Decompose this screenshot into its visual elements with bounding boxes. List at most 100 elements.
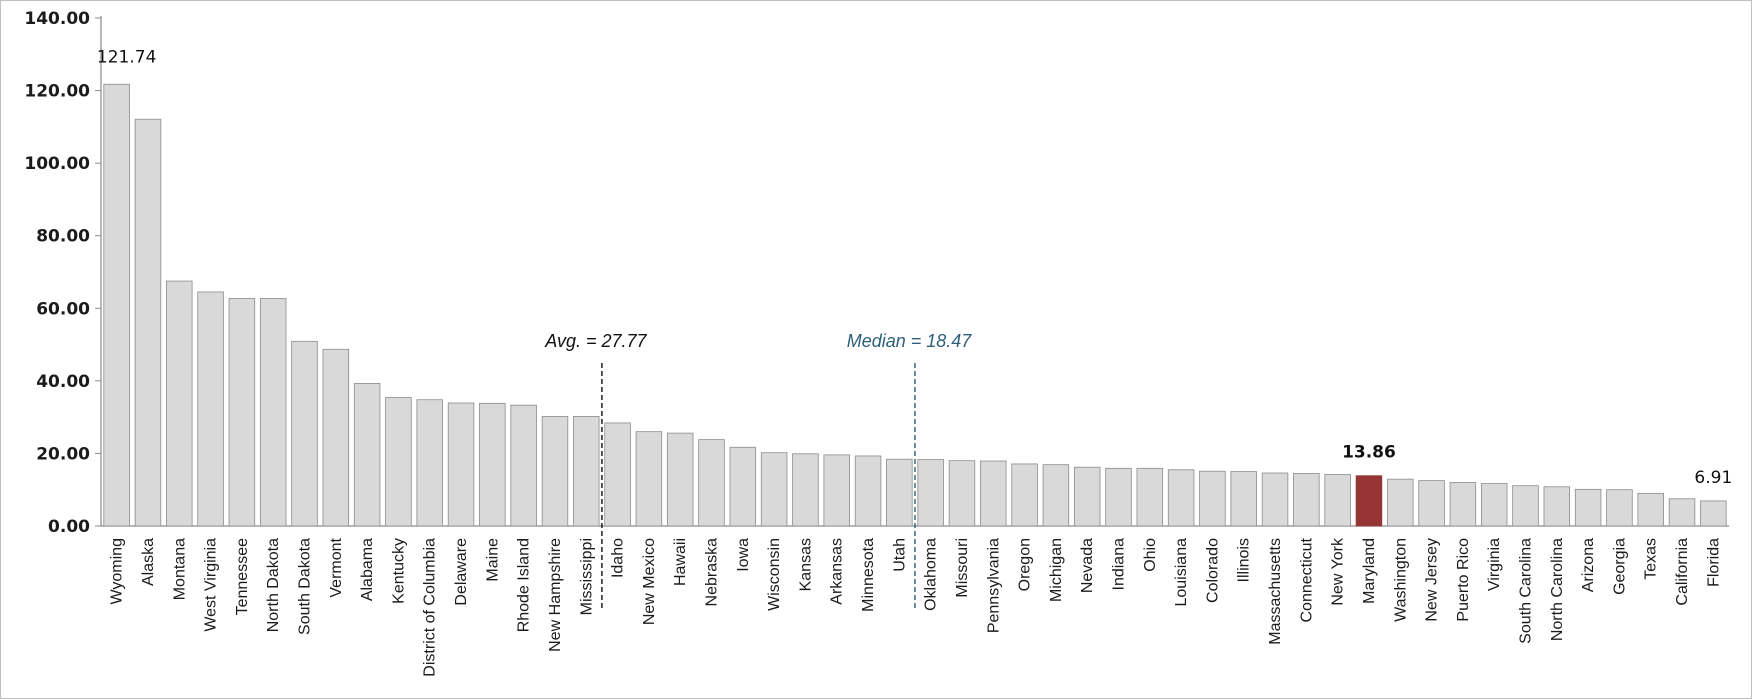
x-tick-label: South Dakota — [297, 538, 314, 635]
x-tick-label: Puerto Rico — [1455, 538, 1472, 622]
bar — [1481, 484, 1507, 526]
x-tick-label: New Jersey — [1424, 538, 1441, 622]
bar — [448, 403, 474, 526]
median-label: Median = 18.47 — [847, 331, 973, 351]
x-tick-label: New Hampshire — [547, 538, 564, 652]
bar — [1450, 482, 1476, 526]
bar — [260, 298, 286, 526]
x-tick-label: Illinois — [1236, 538, 1253, 582]
y-tick-label: 140.00 — [24, 9, 90, 29]
x-tick-label: Pennsylvania — [985, 538, 1002, 633]
bar — [1231, 472, 1257, 526]
bar — [1701, 501, 1727, 526]
x-tick-label: Mississippi — [578, 538, 595, 615]
x-tick-label: Idaho — [610, 538, 627, 578]
bar — [1669, 499, 1695, 526]
x-tick-label: North Dakota — [265, 538, 282, 632]
bar — [636, 432, 662, 526]
x-tick-label: South Carolina — [1518, 538, 1535, 644]
x-tick-label: Maine — [484, 538, 501, 582]
x-tick-label: Wyoming — [109, 538, 126, 605]
x-tick-label: Delaware — [453, 538, 470, 606]
bar — [1387, 479, 1413, 526]
bar — [511, 405, 537, 526]
bar-highlight — [1356, 476, 1382, 526]
x-tick-label: Kentucky — [390, 538, 407, 604]
bar — [1544, 487, 1570, 526]
bar — [699, 440, 725, 526]
bar — [605, 423, 631, 526]
bar — [1106, 468, 1132, 526]
data-label: 121.74 — [97, 47, 156, 67]
bar — [1074, 467, 1100, 526]
x-tick-label: Utah — [891, 538, 908, 572]
x-tick-label: Tennessee — [234, 538, 251, 615]
bar — [135, 119, 161, 526]
bar — [1419, 481, 1445, 526]
x-tick-label: Iowa — [735, 538, 752, 572]
x-tick-label: Montana — [171, 538, 188, 600]
y-tick-label: 40.00 — [36, 372, 90, 392]
x-tick-label: Washington — [1392, 538, 1409, 622]
x-tick-label: North Carolina — [1549, 538, 1566, 641]
bar — [667, 433, 693, 526]
bar — [1325, 474, 1351, 526]
x-tick-label: Nebraska — [704, 538, 721, 607]
bar — [292, 341, 318, 526]
x-tick-label: New York — [1330, 537, 1347, 606]
bar — [1513, 486, 1539, 526]
bar — [824, 455, 850, 526]
x-tick-label: Wisconsin — [766, 538, 783, 611]
bar — [229, 298, 255, 526]
x-tick-label: Oklahoma — [923, 538, 940, 611]
y-tick-label: 20.00 — [36, 444, 90, 464]
x-tick-label: Florida — [1705, 538, 1722, 587]
x-tick-label: Rhode Island — [516, 538, 533, 632]
y-tick-label: 80.00 — [36, 227, 90, 247]
bar — [949, 461, 975, 526]
x-tick-label: Maryland — [1361, 538, 1378, 604]
bar — [1200, 471, 1226, 526]
y-tick-label: 60.00 — [36, 299, 90, 319]
bar — [417, 400, 443, 526]
x-tick-label: Alabama — [359, 538, 376, 601]
bar — [354, 383, 380, 526]
bar — [1168, 470, 1194, 526]
y-tick-label: 0.00 — [48, 517, 90, 537]
x-tick-label: Vermont — [328, 537, 345, 597]
data-label: 13.86 — [1342, 443, 1396, 463]
x-tick-label: Indiana — [1111, 538, 1128, 591]
x-tick-label: California — [1674, 538, 1691, 606]
x-tick-label: Alaska — [140, 538, 157, 586]
y-tick-label: 120.00 — [24, 82, 90, 102]
avg-label: Avg. = 27.77 — [544, 331, 647, 351]
x-tick-label: Arizona — [1580, 538, 1597, 592]
bar — [1638, 493, 1664, 526]
x-tick-label: Minnesota — [860, 538, 877, 612]
data-label: 6.91 — [1694, 468, 1732, 488]
bar — [1043, 465, 1069, 526]
bar — [1137, 468, 1163, 526]
x-tick-label: New Mexico — [641, 538, 658, 625]
x-tick-label: Colorado — [1204, 538, 1221, 603]
bar — [480, 403, 506, 526]
bar — [1575, 489, 1601, 526]
bar — [730, 447, 756, 526]
bar — [386, 398, 412, 526]
x-tick-label: Missouri — [954, 538, 971, 598]
bar — [1294, 473, 1320, 526]
x-tick-label: Michigan — [1048, 538, 1065, 602]
x-tick-label: Oregon — [1017, 538, 1034, 591]
x-tick-label: Ohio — [1142, 538, 1159, 572]
x-tick-label: Hawaii — [672, 538, 689, 586]
bar — [918, 460, 944, 526]
bar — [323, 349, 349, 526]
bar — [980, 461, 1006, 526]
x-tick-label: Massachusetts — [1267, 538, 1284, 645]
x-tick-label: Virginia — [1486, 538, 1503, 591]
x-tick-label: District of Columbia — [422, 538, 439, 677]
x-tick-label: Kansas — [797, 538, 814, 591]
bar — [887, 459, 913, 526]
